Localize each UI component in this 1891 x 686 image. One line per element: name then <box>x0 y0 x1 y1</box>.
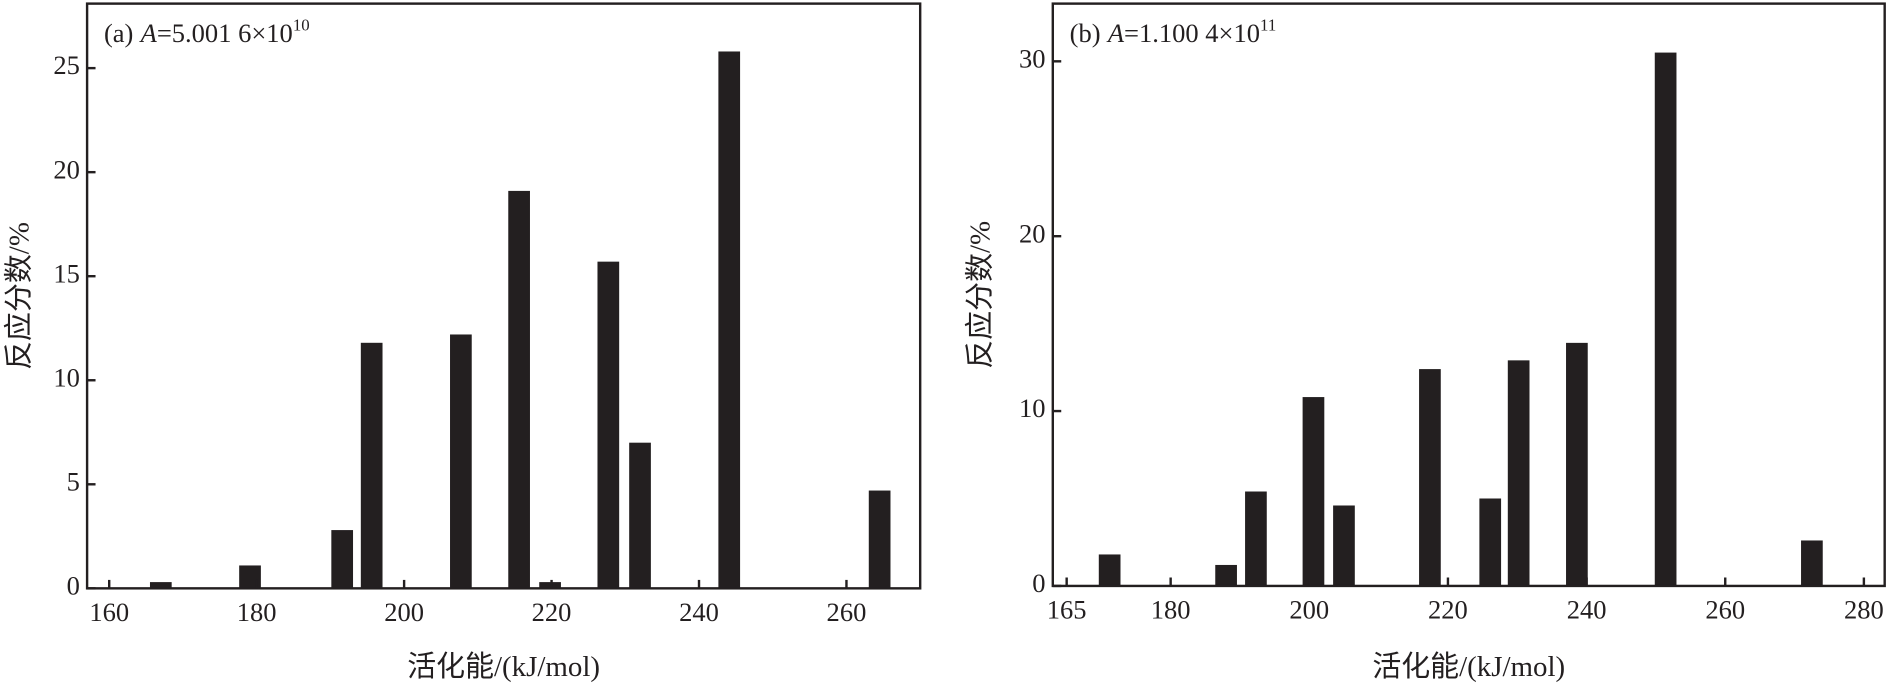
plot-frame <box>85 2 922 590</box>
y-tick-label: 20 <box>1019 218 1046 248</box>
bar <box>1215 564 1237 586</box>
x-tick-label: 260 <box>1705 595 1745 625</box>
bar <box>597 261 620 589</box>
bar <box>868 490 891 589</box>
bar <box>718 51 741 589</box>
x-tick-label: 280 <box>1844 595 1884 625</box>
y-tick-label: 0 <box>1032 568 1045 598</box>
bar <box>1801 540 1823 586</box>
title-sup: 11 <box>1260 15 1276 34</box>
bar <box>360 342 383 589</box>
bar <box>539 582 561 589</box>
bar <box>508 190 530 589</box>
y-tick-label: 0 <box>67 570 80 600</box>
bar <box>331 530 354 589</box>
y-tick-label: 25 <box>53 50 80 80</box>
x-tick-label: 260 <box>827 597 867 627</box>
x-tick-label: 200 <box>384 597 424 627</box>
chart-title: (a) A=5.001 6×1010 <box>104 15 310 48</box>
x-axis-title: 活化能/(kJ/mol) <box>1372 651 1565 683</box>
title-label: (b) <box>1070 18 1101 48</box>
chart-title: (b) A=1.100 4×1011 <box>1070 15 1277 48</box>
y-tick-label: 10 <box>1019 393 1046 423</box>
x-tick-label: 240 <box>679 597 719 627</box>
title-text: =1.100 4×10 <box>1124 18 1260 48</box>
y-tick-label: 10 <box>53 362 80 392</box>
x-tick-label: 180 <box>237 597 277 627</box>
y-axis-title: 反应分数/% <box>965 221 997 369</box>
x-tick-label: 180 <box>1151 595 1191 625</box>
bar <box>1098 554 1121 586</box>
y-axis-title: 反应分数/% <box>4 222 36 370</box>
x-axis-title: 活化能/(kJ/mol) <box>407 651 600 683</box>
y-tick-label: 20 <box>53 154 80 184</box>
bar <box>1302 397 1325 586</box>
plot-frame <box>1051 2 1886 588</box>
x-tick-label: 160 <box>89 597 129 627</box>
y-tick-label: 15 <box>53 258 80 288</box>
bar <box>239 565 261 589</box>
y-tick-label: 30 <box>1019 43 1046 73</box>
x-tick-label: 240 <box>1567 595 1607 625</box>
bar <box>1566 342 1588 586</box>
bar <box>1333 505 1355 586</box>
bar <box>149 582 172 589</box>
x-tick-label: 165 <box>1047 595 1087 625</box>
bar <box>1419 369 1441 586</box>
bar <box>450 334 472 589</box>
bar <box>1654 52 1677 586</box>
title-variable: A <box>1106 18 1125 48</box>
y-tick-label: 5 <box>67 466 80 496</box>
title-sup: 10 <box>293 15 310 34</box>
x-tick-label: 200 <box>1289 595 1329 625</box>
bar <box>1507 360 1530 586</box>
bar <box>1479 498 1502 586</box>
x-tick-label: 220 <box>532 597 572 627</box>
bar <box>629 442 651 589</box>
title-label: (a) <box>104 18 133 48</box>
title-text: =5.001 6×10 <box>157 18 293 48</box>
title-variable: A <box>139 18 158 48</box>
x-tick-label: 220 <box>1428 595 1468 625</box>
bar <box>1245 491 1267 586</box>
